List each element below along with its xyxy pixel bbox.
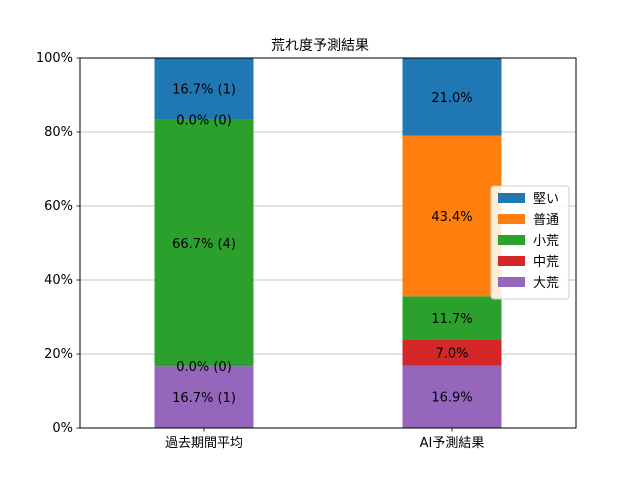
data-label: 43.4% bbox=[431, 210, 472, 225]
bar-segment bbox=[402, 365, 502, 428]
legend-label: 中荒 bbox=[533, 255, 559, 270]
bar-segment bbox=[402, 58, 502, 136]
legend-swatch bbox=[498, 214, 525, 224]
legend-label: 堅い bbox=[533, 192, 559, 207]
bar-segment bbox=[154, 366, 254, 428]
chart-title: 荒れ度予測結果 bbox=[271, 38, 369, 54]
data-labels: 16.7% (1) 0.0% (0) 66.7% (4) 0.0% (0) 16.7% … bbox=[172, 83, 473, 407]
data-label: 21.0% bbox=[431, 91, 472, 106]
legend-swatch bbox=[498, 193, 525, 203]
data-label: 0.0% (0) bbox=[176, 360, 232, 375]
y-tick-label: 100% bbox=[36, 51, 73, 66]
bar-segment bbox=[402, 296, 502, 340]
data-label: 0.0% (0) bbox=[176, 113, 232, 128]
bar-segment bbox=[402, 135, 502, 297]
bar-segment bbox=[154, 119, 254, 367]
x-axis: 過去期間平均 AI予測結果 bbox=[165, 428, 484, 451]
plot-frame bbox=[79, 57, 577, 429]
y-axis: 0% 20% 40% 60% 80% 100% bbox=[36, 51, 80, 436]
data-label: 7.0% bbox=[435, 347, 468, 362]
legend-label: 大荒 bbox=[533, 276, 559, 291]
legend-swatch bbox=[498, 235, 525, 245]
data-label: 11.7% bbox=[431, 312, 472, 327]
legend-swatch bbox=[498, 256, 525, 266]
y-tick-label: 20% bbox=[44, 347, 73, 362]
x-tick-label: AI予測結果 bbox=[420, 436, 485, 451]
bars bbox=[154, 57, 502, 428]
data-label: 16.9% bbox=[431, 391, 472, 406]
y-tick-label: 0% bbox=[52, 421, 73, 436]
y-tick-label: 60% bbox=[44, 199, 73, 214]
y-tick-label: 40% bbox=[44, 273, 73, 288]
data-label: 66.7% (4) bbox=[172, 237, 236, 252]
data-label: 16.7% (1) bbox=[172, 391, 236, 406]
legend-swatch bbox=[498, 277, 525, 287]
legend-label: 普通 bbox=[533, 213, 559, 228]
data-label: 16.7% (1) bbox=[172, 83, 236, 98]
x-tick-label: 過去期間平均 bbox=[165, 436, 243, 451]
bar-segment bbox=[154, 57, 254, 120]
y-tick-label: 80% bbox=[44, 125, 73, 140]
legend-label: 小荒 bbox=[533, 234, 559, 249]
bar-segment bbox=[402, 339, 502, 366]
